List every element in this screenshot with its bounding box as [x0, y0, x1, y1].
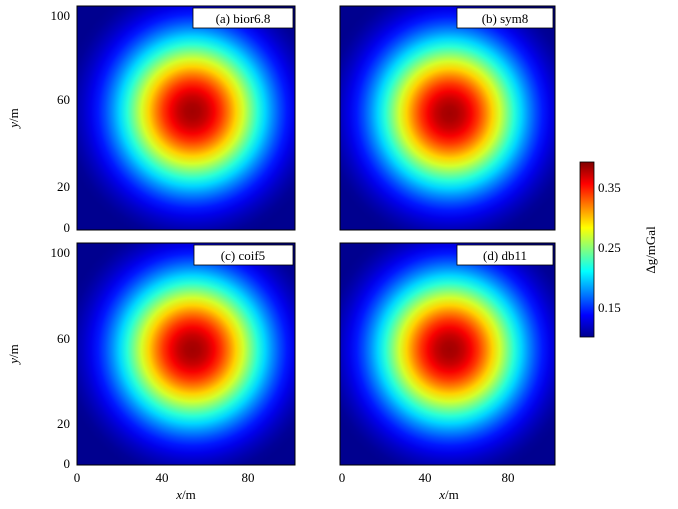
y-axis-title-bottom: y/m [6, 344, 21, 366]
colorbar-tick-label: 0.15 [598, 300, 621, 315]
colorbar-tick-label: 0.35 [598, 180, 621, 195]
panel-d-frame [339, 242, 556, 466]
y-tick-label: 100 [51, 8, 71, 23]
panel-d-label: (d) db11 [483, 248, 527, 263]
panel-c-label-box [193, 244, 294, 266]
panel-a-label: (a) bior6.8 [216, 11, 271, 26]
svg-text:y/m: y/m [6, 344, 21, 366]
y-axis-var: y [6, 358, 21, 366]
x-tick-label: 0 [339, 470, 346, 485]
panel-c: (c) coif5 [76, 242, 296, 466]
panel-c-frame [76, 242, 296, 466]
y-tick-label: 100 [51, 245, 71, 260]
x-axis-title-right: x/m [438, 487, 459, 502]
colorbar-frame [579, 161, 595, 338]
x-tick-label: 0 [74, 470, 81, 485]
colorbar-tick-label: 0.25 [598, 240, 621, 255]
y-axis-bottom: 100 60 20 0 [51, 245, 71, 471]
y-axis-unit: /m [6, 108, 21, 122]
panel-a-label-box [192, 7, 294, 29]
colorbar-ramp [580, 162, 594, 337]
colorbar: 0.35 0.25 0.15 Δg/mGal [579, 161, 658, 338]
panel-d-label-box [456, 244, 554, 266]
panel-b-frame [339, 5, 556, 231]
x-axis-title-left: x/m [175, 487, 196, 502]
panel-d: (d) db11 [339, 242, 556, 466]
panel-d-heatmap [340, 243, 555, 465]
x-tick-label: 40 [156, 470, 169, 485]
colorbar-title: Δg/mGal [643, 226, 658, 274]
y-tick-label: 60 [57, 92, 70, 107]
y-axis-title-top: y/m [6, 108, 21, 130]
panel-a-frame [76, 5, 296, 231]
panel-c-heatmap [77, 243, 295, 465]
y-axis-top: 100 60 20 0 [51, 8, 71, 235]
y-tick-label: 60 [57, 331, 70, 346]
panel-a: (a) bior6.8 [76, 5, 296, 231]
svg-text:y/m: y/m [6, 108, 21, 130]
x-axis-left: 0 40 80 [74, 470, 255, 485]
panel-a-heatmap [77, 6, 295, 230]
y-tick-label: 0 [64, 456, 71, 471]
panel-b-label-box [456, 7, 554, 29]
x-tick-label: 40 [419, 470, 432, 485]
y-axis-unit: /m [6, 344, 21, 358]
x-axis-right: 0 40 80 [339, 470, 515, 485]
panel-c-label: (c) coif5 [221, 248, 265, 263]
y-tick-label: 20 [57, 179, 70, 194]
y-tick-label: 20 [57, 416, 70, 431]
x-tick-label: 80 [502, 470, 515, 485]
y-tick-label: 0 [64, 220, 71, 235]
panel-b: (b) sym8 [339, 5, 556, 231]
panel-b-label: (b) sym8 [482, 11, 529, 26]
x-tick-label: 80 [242, 470, 255, 485]
y-axis-var: y [6, 122, 21, 130]
panel-b-heatmap [340, 6, 555, 230]
